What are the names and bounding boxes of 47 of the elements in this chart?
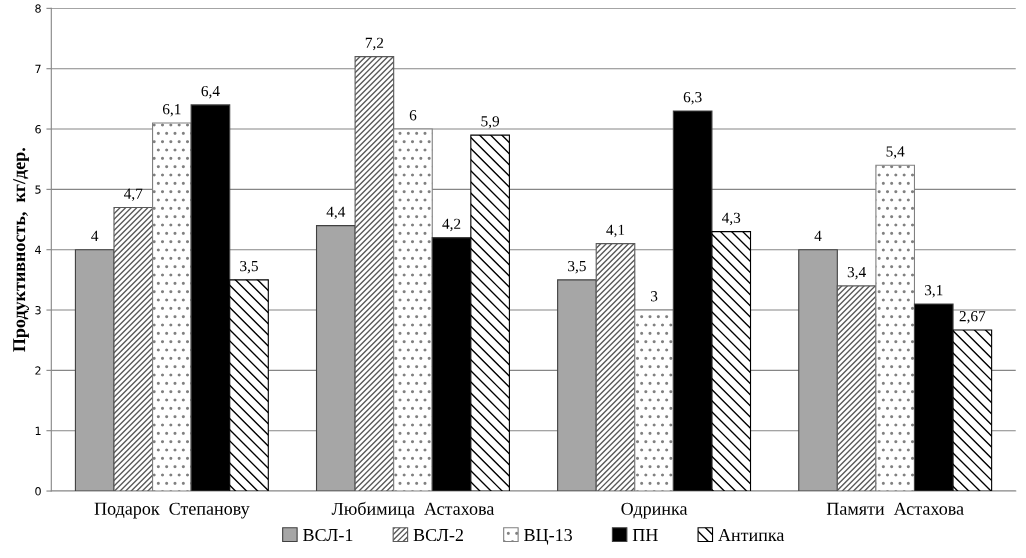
- data-label: 2,67: [959, 311, 986, 324]
- data-label: 3,5: [240, 260, 258, 274]
- bar: [798, 249, 838, 492]
- data-label: 3: [650, 291, 658, 302]
- data-label: 4,3: [721, 212, 741, 226]
- y-tick-label: 4: [35, 245, 41, 254]
- legend-label: ВЦ-13: [524, 528, 572, 545]
- data-label: 6: [409, 110, 417, 121]
- data-label: 4,2: [442, 218, 461, 232]
- y-axis-title: Продуктивность, кг/дер.: [13, 148, 29, 352]
- data-label: 4,1: [606, 224, 625, 238]
- data-label: 6,3: [683, 92, 702, 105]
- y-tick-label: 3: [35, 306, 41, 315]
- data-label: 4: [91, 230, 99, 241]
- data-label: 4: [814, 230, 822, 241]
- data-label: 3,1: [924, 285, 943, 298]
- data-label: 5,4: [886, 146, 905, 159]
- data-label: 4,7: [124, 188, 143, 202]
- data-label: 3,4: [847, 266, 866, 280]
- x-tick-label: Памяти Астахова: [826, 502, 964, 515]
- y-tick-label: 5: [35, 185, 41, 194]
- bar: [836, 285, 877, 492]
- bar: [113, 206, 154, 492]
- bar: [74, 249, 115, 492]
- legend-label: ПН: [632, 529, 658, 541]
- bar: [315, 225, 356, 492]
- data-label: 5,9: [481, 116, 500, 129]
- y-tick-label: 1: [35, 426, 41, 435]
- x-tick-label: Одринка: [621, 502, 688, 519]
- bar: [354, 56, 395, 492]
- legend-label: Антипка: [718, 529, 785, 542]
- y-tick-label: 0: [35, 487, 41, 496]
- y-tick-label: 2: [35, 366, 41, 375]
- data-label: 6,1: [162, 104, 181, 117]
- data-label: 3,5: [568, 260, 586, 274]
- data-label: 4,4: [326, 206, 346, 220]
- y-tick-label: 8: [35, 4, 41, 13]
- bar: [557, 279, 597, 492]
- y-tick-label: 6: [35, 125, 41, 134]
- bar: [595, 243, 636, 492]
- x-tick-label: Подарок Степанову: [94, 502, 250, 519]
- data-label: 6,4: [201, 85, 220, 99]
- legend-label: ВСЛ-2: [413, 528, 463, 542]
- data-label: 7,2: [365, 37, 384, 51]
- y-tick-label: 7: [35, 64, 41, 73]
- x-tick-label: Любимица Астахова: [331, 501, 495, 519]
- legend-label: ВСЛ-1: [303, 528, 353, 542]
